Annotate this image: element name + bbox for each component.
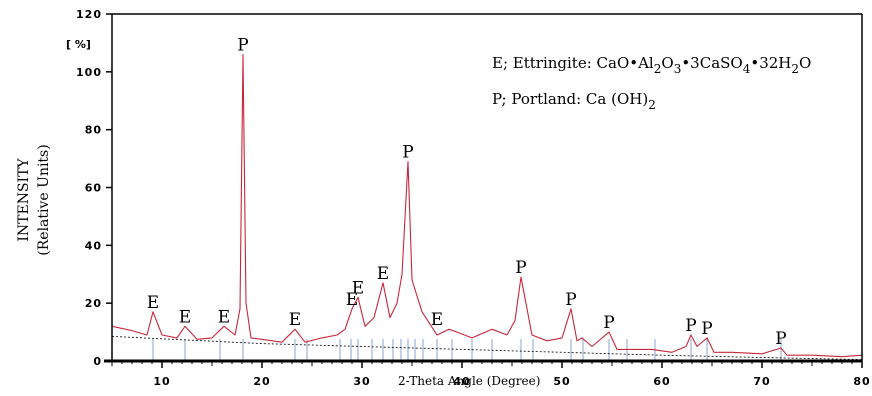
y-axis-title-line2: (Relative Units) (36, 144, 52, 255)
y-tick-label-60: 60 (85, 182, 102, 195)
y-axis-title-line1: INTENSITY (16, 158, 32, 242)
series-line-pattern (111, 53, 863, 358)
x-axis-title: 2-Theta Angle (Degree) (398, 374, 540, 388)
x-tick-label-80: 80 (853, 375, 870, 388)
legend: E; Ettringite: CaO•Al2O3•3CaSO4•32H2O P; … (492, 54, 811, 112)
peak-label-P-14: P (701, 319, 712, 339)
diffraction-pattern (111, 53, 863, 358)
x-tick-label-70: 70 (753, 375, 770, 388)
peak-label-E-9: E (431, 310, 443, 330)
peak-label-P-11: P (565, 290, 576, 310)
peak-label-E-5: E (346, 290, 358, 310)
peak-label-E-6: E (352, 278, 364, 298)
peak-label-P-3: P (237, 35, 248, 55)
x-tick-label-20: 20 (253, 375, 270, 388)
baseline-curve (111, 335, 863, 361)
x-tick-label-50: 50 (553, 375, 570, 388)
x-tick-label-60: 60 (653, 375, 670, 388)
legend-entry-0: E; Ettringite: CaO•Al2O3•3CaSO4•32H2O (492, 54, 811, 76)
y-tick-label-120: 120 (76, 8, 102, 21)
axes: 0 20 40 60 80 100 120 10 20 30 40 50 60 70 80 (76, 8, 870, 388)
series-line-baseline (111, 335, 863, 361)
y-tick-label-80: 80 (85, 124, 102, 137)
x-tick-label-10: 10 (153, 375, 170, 388)
x-tick-label-40: 40 (453, 375, 470, 388)
y-tick-label-20: 20 (85, 297, 102, 310)
y-tick-label-40: 40 (85, 239, 102, 252)
legend-entry-1: P; Portland: Ca (OH)2 (492, 90, 656, 112)
y-tick-label-0: 0 (93, 355, 102, 368)
peak-label-E-1: E (179, 307, 191, 327)
peak-label-P-13: P (685, 316, 696, 336)
peak-label-E-0: E (147, 293, 159, 313)
peak-label-E-2: E (218, 307, 230, 327)
peak-label-P-12: P (603, 313, 614, 333)
y-unit-label: [ %] (66, 38, 91, 51)
y-tick-label-100: 100 (76, 66, 102, 79)
peak-label-P-8: P (402, 142, 413, 162)
x-tick-label-30: 30 (353, 375, 370, 388)
peak-label-P-15: P (775, 329, 786, 349)
peak-label-E-7: E (377, 264, 389, 284)
peak-label-P-10: P (515, 258, 526, 278)
reference-lines (152, 339, 782, 361)
peak-label-E-4: E (289, 310, 301, 330)
